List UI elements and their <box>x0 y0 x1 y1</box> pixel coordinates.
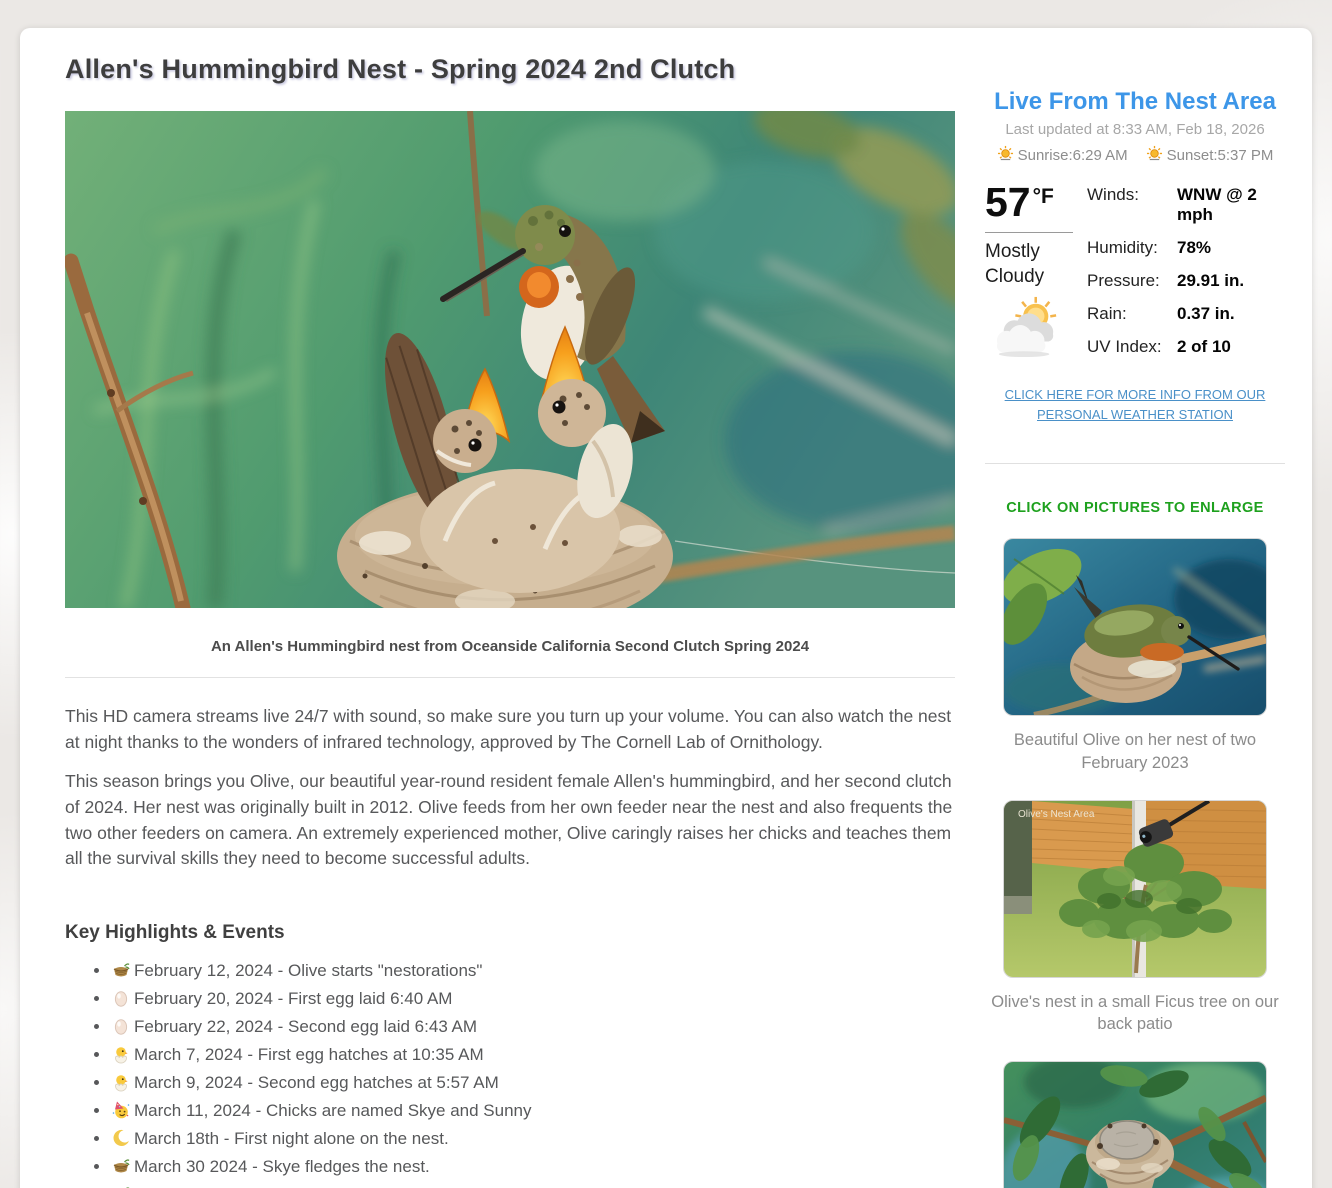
condition-label: Mostly Cloudy <box>985 241 1045 287</box>
event-text: March 18th - First night alone on the ne… <box>134 1129 449 1149</box>
content-card: Allen's Hummingbird Nest - Spring 2024 2… <box>20 28 1312 1188</box>
divider <box>985 463 1285 465</box>
event-text: April 2 2024 - Sunny fledges the nest. <box>134 1185 418 1188</box>
stat-row-uv: UV Index: 2 of 10 <box>1087 337 1285 357</box>
season-paragraph: This season brings you Olive, our beauti… <box>65 770 953 869</box>
event-text: March 9, 2024 - Second egg hatches at 5:… <box>134 1073 499 1093</box>
highlights-title: Key Highlights & Events <box>65 922 285 944</box>
stat-row-humidity: Humidity: 78% <box>1087 238 1285 258</box>
event-item: March 7, 2024 - First egg hatches at 10:… <box>111 1044 955 1065</box>
event-item: March 9, 2024 - Second egg hatches at 5:… <box>111 1072 955 1093</box>
weather-stats: Winds: WNW @ 2 mph Humidity: 78% Pressure:… <box>1081 182 1285 370</box>
hatching-chick-icon <box>111 1044 131 1064</box>
nest-icon <box>111 1184 131 1188</box>
intro-paragraph: This HD camera streams live 24/7 with so… <box>65 706 952 752</box>
gallery-figure: Olive's Nest Area Olive's nest in a smal… <box>985 799 1285 1036</box>
sunset-label: Sunset:5:37 PM <box>1166 146 1274 164</box>
party-face-icon <box>111 1100 131 1120</box>
event-item: March 11, 2024 - Chicks are named Skye a… <box>111 1100 955 1121</box>
sunrise-icon <box>997 145 1014 165</box>
page-title: Allen's Hummingbird Nest - Spring 2024 2… <box>65 54 736 84</box>
photo-overlay-label: Olive's Nest Area <box>1018 809 1095 820</box>
event-text: February 12, 2024 - Olive starts "nestor… <box>134 961 483 981</box>
crescent-moon-icon <box>111 1128 131 1148</box>
egg-icon <box>111 988 131 1008</box>
event-item: February 22, 2024 - Second egg laid 6:43… <box>111 1016 955 1037</box>
sunset-icon <box>1146 145 1163 165</box>
stat-row-pressure: Pressure: 29.91 in. <box>1087 271 1285 291</box>
event-text: February 20, 2024 - First egg laid 6:40 … <box>134 989 453 1009</box>
temperature-value: 57 <box>985 179 1031 225</box>
weather-station-link[interactable]: CLICK HERE FOR MORE INFO FROM OUR PERSON… <box>1004 387 1266 423</box>
nest-photo <box>65 111 955 608</box>
sunrise-label: Sunrise:6:29 AM <box>1017 146 1128 164</box>
sunset-time: Sunset:5:37 PM <box>1146 145 1274 165</box>
events-list: February 12, 2024 - Olive starts "nestor… <box>65 960 955 1188</box>
stat-row-winds: Winds: WNW @ 2 mph <box>1087 185 1285 225</box>
stat-value: 78% <box>1177 238 1212 257</box>
current-conditions: 57°F Mostly Cloudy <box>985 182 1081 370</box>
gallery-caption: Beautiful Olive on her nest of two Febru… <box>1013 731 1257 772</box>
main-column: Allen's Hummingbird Nest - Spring 2024 2… <box>65 42 955 1188</box>
gallery-photo-nest-coin[interactable] <box>1003 1061 1267 1188</box>
stat-value: 29.91 in. <box>1177 271 1245 290</box>
nest-icon <box>111 1156 131 1176</box>
event-item: February 12, 2024 - Olive starts "nestor… <box>111 960 955 981</box>
nest-icon <box>111 960 131 980</box>
stat-label: Rain: <box>1087 304 1127 323</box>
last-updated: Last updated at 8:33 AM, Feb 18, 2026 <box>1005 121 1265 138</box>
photo-caption: An Allen's Hummingbird nest from Oceansi… <box>210 638 810 655</box>
sidebar: Live From The Nest Area Last updated at … <box>985 42 1285 1188</box>
gallery-caption: Olive's nest in a small Ficus tree on ou… <box>991 992 1279 1034</box>
gallery-photo-ficus-tree[interactable]: Olive's Nest Area <box>1003 799 1267 978</box>
stat-value: 2 of 10 <box>1177 337 1231 356</box>
gallery-figure: Allen's hummingbird nest not much <box>985 1061 1285 1188</box>
temperature-unit: °F <box>1032 185 1054 208</box>
event-item: March 18th - First night alone on the ne… <box>111 1128 955 1149</box>
stat-label: Pressure: <box>1087 271 1160 290</box>
event-text: March 7, 2024 - First egg hatches at 10:… <box>134 1045 484 1065</box>
sunrise-time: Sunrise:6:29 AM <box>997 145 1128 165</box>
enlarge-note: CLICK ON PICTURES TO ENLARGE <box>1006 500 1264 517</box>
sun-times: Sunrise:6:29 AM Sunset:5:37 PM <box>985 145 1285 165</box>
stat-label: UV Index: <box>1087 337 1162 356</box>
event-item: February 20, 2024 - First egg laid 6:40 … <box>111 988 955 1009</box>
event-item: March 30 2024 - Skye fledges the nest. <box>111 1156 955 1177</box>
stat-value: 0.37 in. <box>1177 304 1235 323</box>
sidebar-title: Live From The Nest Area <box>994 88 1276 115</box>
weather-panel: 57°F Mostly Cloudy <box>985 182 1285 370</box>
event-text: March 30 2024 - Skye fledges the nest. <box>134 1157 430 1177</box>
gallery-figure: Beautiful Olive on her nest of two Febru… <box>985 538 1285 774</box>
mostly-cloudy-icon <box>985 295 1081 364</box>
gallery-photo-olive-on-nest[interactable] <box>1003 538 1267 717</box>
stat-label: Winds: <box>1087 185 1139 204</box>
event-item: April 2 2024 - Sunny fledges the nest. <box>111 1184 955 1188</box>
stat-label: Humidity: <box>1087 238 1158 257</box>
stat-row-rain: Rain: 0.37 in. <box>1087 304 1285 324</box>
divider <box>985 232 1073 233</box>
event-text: March 11, 2024 - Chicks are named Skye a… <box>134 1101 532 1121</box>
hatching-chick-icon <box>111 1072 131 1092</box>
egg-icon <box>111 1016 131 1036</box>
divider <box>65 677 955 678</box>
event-text: February 22, 2024 - Second egg laid 6:43… <box>134 1017 478 1037</box>
stat-value: WNW @ 2 mph <box>1177 185 1257 224</box>
